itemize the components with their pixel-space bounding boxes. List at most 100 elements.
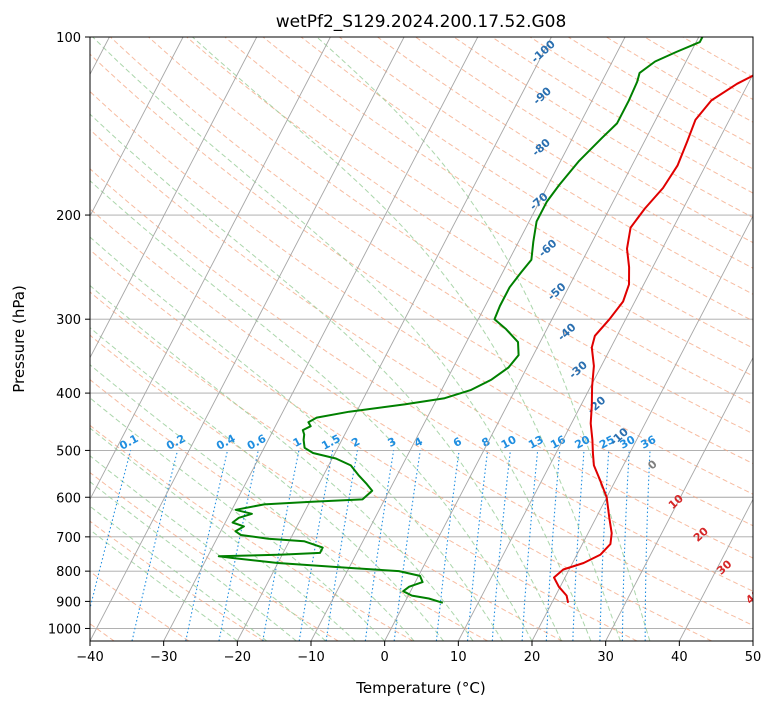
mixing-ratio-label: 25 <box>597 433 617 452</box>
moist-adiabat-line <box>192 37 621 641</box>
dry-adiabat-line <box>606 37 753 123</box>
mixing-ratio-line <box>621 450 630 641</box>
moist-adiabats <box>90 37 651 641</box>
isotherms <box>90 37 753 641</box>
dry-adiabat-line <box>90 471 339 641</box>
mixing-ratio-line <box>491 450 511 641</box>
moist-adiabat-line <box>90 455 327 641</box>
y-tick-label: 800 <box>56 565 81 580</box>
dry-adiabat-line <box>491 37 753 194</box>
dry-adiabat-line <box>644 37 753 101</box>
moist-adiabat-line <box>90 364 415 641</box>
mixing-ratio-line <box>262 450 300 641</box>
dry-adiabat-line <box>90 334 563 641</box>
isotherm-line <box>236 37 552 641</box>
mixing-ratio-line <box>435 450 460 641</box>
moist-adiabat-line <box>90 505 268 641</box>
moist-adiabat-line <box>90 481 297 641</box>
isotherm-line <box>605 356 753 641</box>
y-tick-label: 1000 <box>48 622 81 637</box>
x-tick-label: 40 <box>671 650 688 665</box>
mixing-ratio-label: 1 <box>291 435 304 450</box>
mixing-ratio-label: 10 <box>499 433 519 452</box>
mixing-ratio-line <box>393 450 421 641</box>
profile-series <box>217 37 753 604</box>
y-tick-label: 300 <box>56 313 81 328</box>
dry-adiabat-line <box>90 520 264 641</box>
dry-adiabat-line <box>90 424 414 641</box>
plot-area: 0.1 0.2 0.4 0.6 1 1.5 2 3 4 6 8 10 13 16 20 25 30 36 -100… <box>90 37 763 641</box>
x-tick-label: 20 <box>524 650 541 665</box>
dry-adiabat-line <box>90 291 638 641</box>
moist-adiabat-line <box>90 180 533 641</box>
y-tick-label: 200 <box>56 209 81 224</box>
mixing-ratio-line <box>572 450 585 641</box>
mixing-ratio-line <box>364 450 395 641</box>
mixing-ratio-line <box>644 450 651 641</box>
dry-adiabat-line <box>90 90 753 527</box>
dry-adiabat-label: -80 <box>530 136 554 159</box>
dry-adiabat-line <box>148 37 753 435</box>
isotherm-line <box>90 37 405 641</box>
dry-adiabat-line <box>567 37 753 146</box>
dry-adiabat-label: -30 <box>566 358 590 381</box>
dry-adiabat-label: -20 <box>585 394 609 417</box>
moist-adiabat-line <box>90 397 386 641</box>
dry-adiabat-line <box>377 37 753 269</box>
plot-frame <box>89 36 754 642</box>
moist-adiabat-line <box>90 327 444 641</box>
dry-adiabat-line <box>90 168 753 592</box>
mixing-ratio-label: 0.6 <box>245 432 269 453</box>
mixing-ratio-line <box>545 450 561 641</box>
mixing-ratio-line <box>325 450 358 641</box>
mixing-ratio-label: 13 <box>526 433 546 452</box>
mixing-ratio-label: 16 <box>548 433 568 452</box>
dry-adiabat-label: -100 <box>529 37 558 65</box>
mixing-ratio-label: 3 <box>386 435 399 450</box>
dry-adiabat-label: 20 <box>691 524 711 544</box>
mixing-ratio-label: 0.4 <box>214 432 238 453</box>
moist-adiabat-line <box>90 427 356 641</box>
dry-adiabat-line <box>90 249 712 641</box>
isotherm-line <box>163 37 479 641</box>
y-tick-label: 700 <box>56 531 81 546</box>
mixing-ratio-label: 36 <box>639 433 659 452</box>
dry-adiabat-line <box>90 379 488 641</box>
dry-adiabats <box>90 37 753 641</box>
mixing-ratio-label: 0.2 <box>164 432 187 453</box>
dry-adiabat-label: 0 <box>645 457 660 472</box>
isotherm-line <box>90 37 331 501</box>
dewpoint-profile-line <box>217 37 704 604</box>
dry-adiabat-line <box>300 37 753 322</box>
dry-adiabat-label: 30 <box>714 557 734 577</box>
x-tick-label: 10 <box>450 650 467 665</box>
isotherm-line <box>310 37 626 641</box>
dry-adiabat-label: -40 <box>555 320 579 343</box>
mixing-ratio-line <box>131 450 179 641</box>
isotherm-line <box>457 73 753 641</box>
moist-adiabat-line <box>316 37 651 641</box>
x-tick-label: −20 <box>224 650 251 665</box>
moist-adiabat-line <box>92 37 592 641</box>
dry-adiabat-label: -50 <box>545 280 569 303</box>
isotherm-line <box>90 37 258 359</box>
y-axis-ticks: 100 200 300 400 500 600 700 800 900 1000 <box>48 31 90 637</box>
x-tick-label: −10 <box>297 650 324 665</box>
y-tick-label: 100 <box>56 31 81 46</box>
temperature-profile-line <box>553 74 753 604</box>
dry-adiabat-line <box>224 37 753 377</box>
mixing-ratio-line <box>466 450 489 641</box>
isotherm-line <box>531 215 753 641</box>
x-axis-ticks: −40 −30 −20 −10 0 10 20 30 40 50 <box>76 641 761 665</box>
isotherm-line <box>678 498 753 641</box>
y-tick-label: 900 <box>56 595 81 610</box>
chart-title: wetPf2_S129.2024.200.17.52.G08 <box>276 12 567 32</box>
dry-adiabat-line <box>90 129 753 559</box>
y-axis-label: Pressure (hPa) <box>10 285 28 393</box>
mixing-ratio-label: 20 <box>573 433 593 452</box>
mixing-ratio-line <box>90 450 132 611</box>
x-tick-label: 30 <box>597 650 614 665</box>
dry-adiabat-label: 10 <box>666 492 686 512</box>
dry-adiabat-label: 40 <box>743 587 763 607</box>
